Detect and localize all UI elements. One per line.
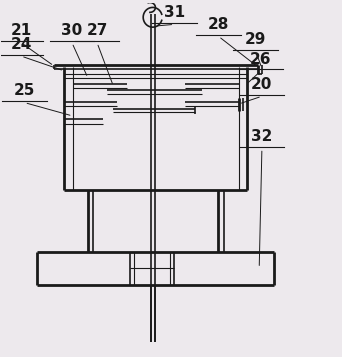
Text: 28: 28 [208,17,229,32]
Text: 25: 25 [14,83,35,98]
Text: 20: 20 [251,77,273,92]
Text: 27: 27 [87,24,108,39]
Text: 32: 32 [251,129,273,144]
Text: 21: 21 [11,24,32,39]
Text: 31: 31 [164,5,185,20]
Text: 24: 24 [10,37,32,52]
Text: 26: 26 [250,52,272,67]
Text: 30: 30 [61,24,82,39]
Text: 29: 29 [245,32,266,47]
